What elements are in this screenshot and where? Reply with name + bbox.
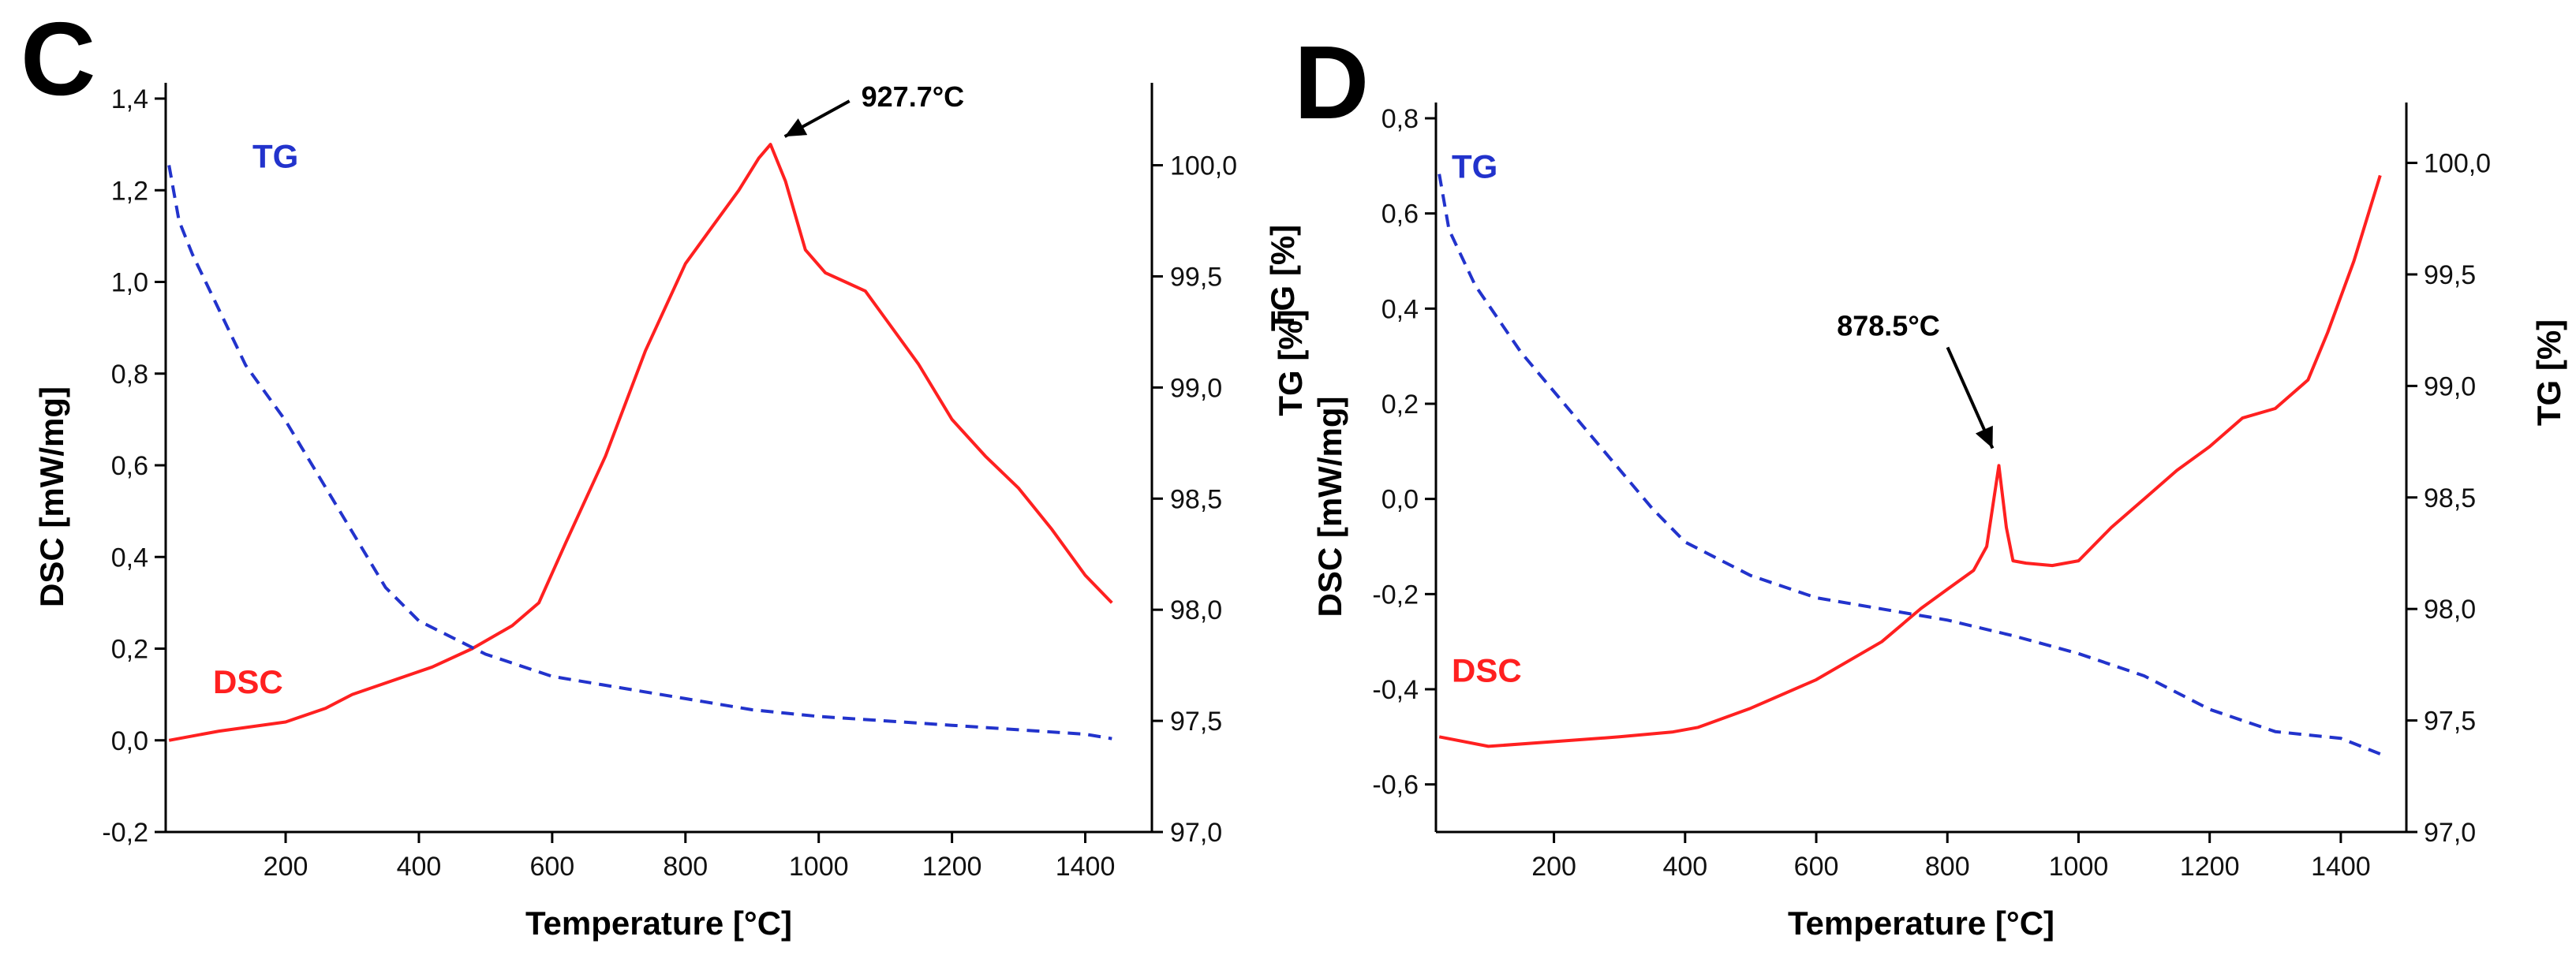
panel-letter-d: D — [1294, 24, 1369, 140]
y-tick-label: 1,4 — [111, 84, 148, 114]
legend-label-tg: TG — [252, 138, 298, 175]
x-tick-label: 1000 — [789, 852, 849, 882]
y-tick-label: 0,4 — [1381, 294, 1419, 324]
y-tick-label: 0,2 — [1381, 390, 1419, 420]
y-tick-label: 0,0 — [1381, 485, 1419, 515]
y-tick-label: -0,4 — [1372, 675, 1419, 705]
x-tick-label: 200 — [1531, 852, 1576, 882]
y-tick-label: -0,2 — [102, 818, 148, 848]
y-right-tick-label: 99,5 — [2424, 260, 2476, 290]
chart-panel-d: D -0,6 -0,4 -0,2 0,0 0,2 0,4 0,6 0,8 97,0 97,5 98,0… — [1264, 24, 2567, 942]
y-axis-title-left: DSC [mW/mg] — [1311, 397, 1348, 617]
y-tick-label: 0,6 — [111, 451, 148, 481]
y-tick-label: 1,0 — [111, 268, 148, 298]
x-tick-label: 600 — [1794, 852, 1839, 882]
x-tick-label: 1200 — [922, 852, 982, 882]
legend-label-tg: TG — [1452, 148, 1497, 185]
y-axis-title-right: TG [%] — [2530, 319, 2567, 426]
y-right-tick-label: 97,0 — [1170, 818, 1222, 848]
series-dsc-line — [168, 143, 1113, 742]
y-right-tick-label: 98,0 — [2424, 595, 2476, 625]
x-tick-label: 600 — [529, 852, 574, 882]
x-tick-label: 800 — [663, 852, 708, 882]
y-tick-label: 0,6 — [1381, 200, 1419, 229]
y-right-tick-label: 99,0 — [1170, 373, 1222, 403]
x-axis-title: Temperature [°C] — [1788, 905, 2054, 942]
y-right-tick-label: 99,0 — [2424, 371, 2476, 401]
y-tick-label: 0,8 — [111, 360, 148, 390]
y-axis-title-left: DSC [mW/mg] — [33, 386, 70, 607]
y-tick-label: -0,6 — [1372, 770, 1419, 800]
x-axis-title: Temperature [°C] — [525, 905, 792, 942]
y-tick-label: 1,2 — [111, 176, 148, 206]
series-tg-line — [167, 165, 1112, 741]
chart-panel-c: C -0,2 0,0 0,2 0,4 0,6 0,8 1,0 1,2 1,4 97,0 97,5 98,… — [21, 1, 1309, 942]
peak-annotation: 927.7°C — [862, 80, 964, 113]
peak-annotation: 878.5°C — [1837, 309, 1939, 341]
x-tick-label: 1000 — [2049, 852, 2109, 882]
y-right-tick-label: 99,5 — [1170, 262, 1222, 292]
legend-label-dsc: DSC — [1452, 651, 1522, 688]
y-right-tick-label: 97,5 — [1170, 707, 1222, 737]
x-tick-label: 400 — [397, 852, 442, 882]
x-tick-label: 800 — [1925, 852, 1970, 882]
y-tick-label: -0,2 — [1372, 580, 1419, 610]
x-tick-label: 1200 — [2180, 852, 2240, 882]
series-tg-line — [1438, 173, 2381, 755]
x-tick-label: 200 — [264, 852, 308, 882]
y-right-tick-label: 100,0 — [1170, 151, 1237, 181]
x-tick-label: 1400 — [1056, 852, 1116, 882]
annotation-arrow-head — [784, 118, 808, 137]
y-right-tick-label: 97,5 — [2424, 707, 2476, 737]
y-tick-label: 0,2 — [111, 635, 148, 665]
y-right-tick-label: 97,0 — [2424, 818, 2476, 848]
y-right-tick-label: 98,5 — [1170, 484, 1222, 514]
y-axis-title-extra: TG [%] — [1264, 225, 1301, 331]
x-tick-label: 1400 — [2311, 852, 2371, 882]
x-tick-label: 400 — [1662, 852, 1707, 882]
panel-letter-c: C — [21, 1, 95, 117]
legend-label-dsc: DSC — [213, 663, 283, 700]
y-tick-label: 0,4 — [111, 543, 148, 573]
y-tick-label: 0,0 — [111, 726, 148, 756]
y-right-tick-label: 100,0 — [2424, 149, 2491, 179]
y-right-tick-label: 98,5 — [2424, 483, 2476, 513]
series-dsc-line — [1438, 174, 2382, 748]
y-tick-label: 0,8 — [1381, 104, 1419, 134]
y-axis-title-right: TG [%] — [1272, 309, 1309, 416]
annotation-arrow-head — [1975, 425, 1993, 449]
y-right-tick-label: 98,0 — [1170, 595, 1222, 625]
